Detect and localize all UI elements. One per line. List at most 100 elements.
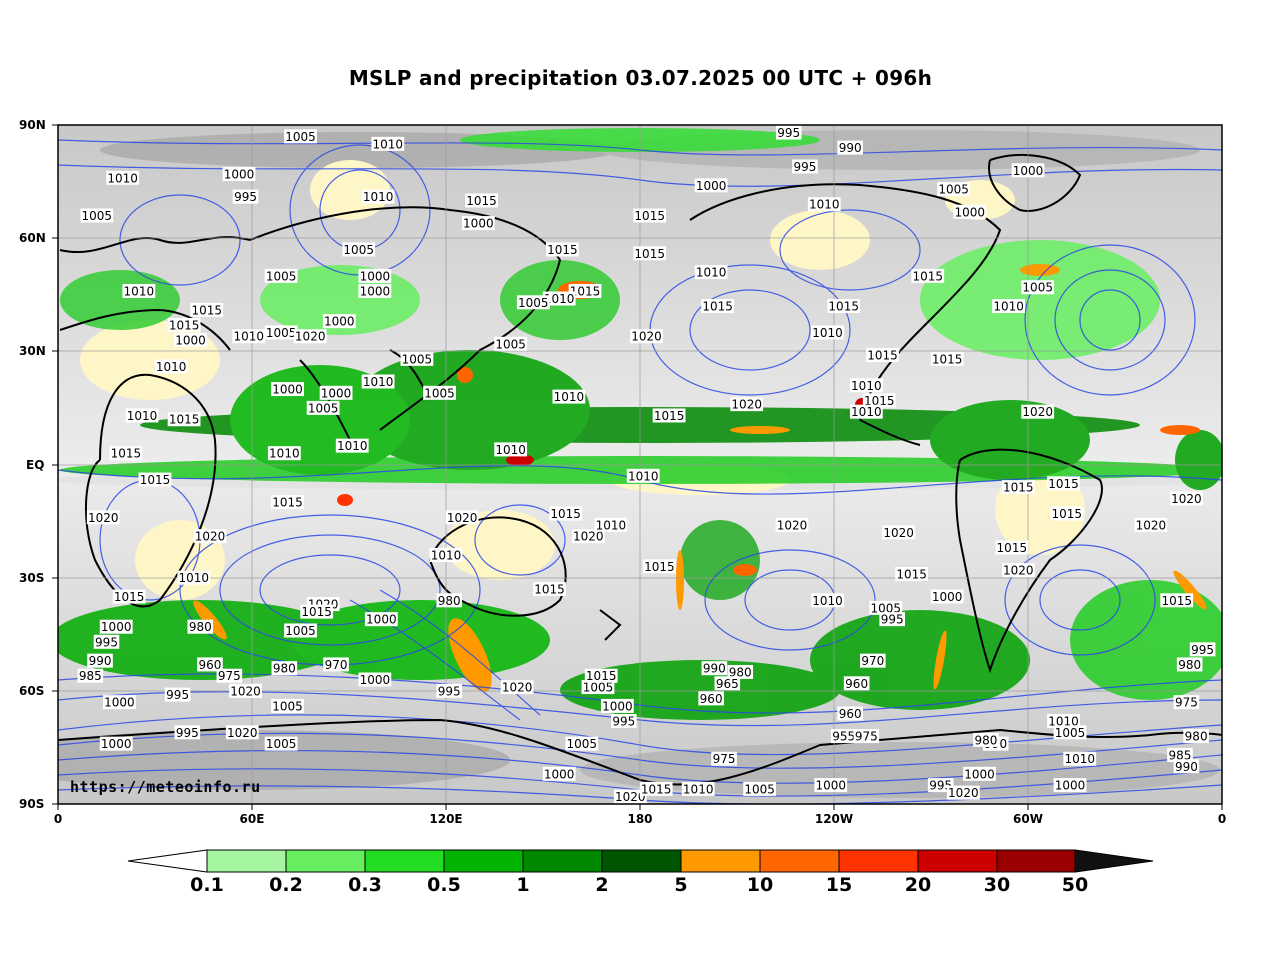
isobar-label-bg (99, 736, 133, 751)
isobar-label-bg (565, 736, 599, 751)
isobar-label: 1005 (266, 326, 297, 340)
isobar-label-bg (1011, 163, 1045, 178)
isobar-label-bg (284, 623, 317, 638)
isobar-label: 1015 (867, 349, 898, 363)
lon-label-0: 0 (53, 812, 63, 826)
isobar-label-bg (232, 189, 259, 204)
isobar-label: 1005 (272, 699, 303, 713)
lon-label-60e: 60E (239, 812, 265, 826)
isobar-label: 1010 (495, 443, 526, 457)
isobar-label: 1020 (227, 726, 258, 740)
isobar-label-bg (461, 216, 495, 231)
colorbar-bin (996, 849, 1076, 873)
isobar-label: 970 (861, 654, 884, 668)
isobar-label: 990 (89, 654, 112, 668)
isobar-label-bg (1160, 593, 1194, 608)
isobar-label-bg (698, 691, 724, 706)
isobar-label-bg (626, 468, 660, 483)
isobar-label-bg (174, 333, 207, 348)
isobar-label-bg (1053, 778, 1087, 793)
isobar-label-bg (1001, 563, 1035, 578)
isobar-label: 1015 (169, 413, 200, 427)
isobar-label: 1015 (466, 194, 497, 208)
isobar-label-bg (167, 317, 201, 332)
isobar-label: 1005 (82, 209, 113, 223)
isobar-label-bg (342, 242, 376, 257)
isobar-label: 965 (716, 677, 739, 691)
isobar-label: 1005 (518, 296, 549, 310)
isobar-label: 995 (612, 715, 635, 729)
isobar-label: 1000 (1013, 164, 1044, 178)
isobar-label-bg (792, 159, 818, 174)
isobar-label-bg (992, 299, 1025, 314)
isobar-label: 1005 (402, 352, 433, 366)
isobar-label: 1005 (285, 130, 316, 144)
isobar-label: 1015 (586, 669, 617, 683)
isobar-label-bg (827, 299, 861, 314)
isobar-label: 1000 (324, 315, 355, 329)
isobar-label: 1015 (169, 318, 200, 332)
colorbar-label: 10 (746, 874, 774, 896)
isobar-label-bg (1167, 747, 1193, 762)
isobar-label-bg (549, 506, 583, 521)
isobar-label-bg (694, 178, 728, 193)
isobar-label-bg (465, 193, 498, 208)
isobar-label-bg (973, 732, 999, 747)
isobar-label: 1005 (744, 782, 775, 796)
isobar-label-bg (293, 329, 327, 344)
colorbar-label: 0.2 (269, 874, 303, 896)
isobar-label-bg (99, 619, 133, 634)
isobar-label-bg (80, 208, 114, 223)
isobar-label-bg (849, 378, 883, 393)
isobar-label: 1010 (373, 137, 404, 151)
isobar-label: 1000 (696, 179, 727, 193)
isobar-label: 1010 (269, 447, 300, 461)
isobar-label-bg (1021, 280, 1055, 295)
isobar-label-bg (494, 336, 528, 351)
isobar-label-bg (284, 129, 317, 144)
isobar-label: 1015 (654, 409, 685, 423)
isobar-label-bg (271, 698, 304, 713)
isobar-label: 1015 (301, 605, 332, 619)
isobar-label: 975 (1175, 696, 1198, 710)
isobar-label: 1005 (266, 737, 297, 751)
isobar-label-bg (727, 664, 754, 679)
isobar-label: 995 (1191, 643, 1214, 657)
isobar-label: 1020 (230, 684, 261, 698)
isobar-label: 1000 (366, 613, 397, 627)
isobar-label: 1020 (1022, 405, 1053, 419)
isobar-label-bg (193, 529, 227, 544)
isobar-label: 1000 (224, 168, 255, 182)
isobar-label-bg (445, 510, 479, 525)
isobar-label-bg (843, 676, 870, 691)
isobar-label: 1010 (233, 330, 264, 344)
isobar-label-bg (775, 125, 802, 140)
isobar-label: 1020 (1171, 492, 1202, 506)
isobar-label: 1005 (567, 737, 598, 751)
isobar-label: 960 (845, 677, 868, 691)
isobar-label: 1015 (932, 352, 963, 366)
isobar-label-bg (533, 581, 566, 596)
isobar-label-bg (271, 382, 304, 397)
isobar-label-bg (1063, 751, 1097, 766)
colorbar-bin (759, 849, 840, 873)
isobar-label-bg (613, 789, 647, 804)
chart-title: MSLP and precipitation 03.07.2025 00 UTC… (348, 66, 933, 90)
isobar-label: 1010 (337, 439, 368, 453)
isobar-label-bg (164, 687, 191, 702)
isobar-label: 1015 (1003, 481, 1034, 495)
source-link[interactable]: https://meteoinfo.ru (70, 778, 261, 796)
isobar-label-bg (1050, 506, 1084, 521)
colorbar-label: 15 (825, 874, 853, 896)
isobar-label: 1020 (447, 511, 478, 525)
isobar-label: 1020 (195, 530, 226, 544)
isobar-label: 1015 (1048, 477, 1079, 491)
lat-label-30n: 30N (19, 344, 46, 358)
isobar-label-bg (1173, 759, 1200, 774)
isobar-label: 980 (1178, 658, 1201, 672)
colorbar-label: 0.3 (348, 874, 382, 896)
isobar-label: 1010 (683, 782, 714, 796)
isobar-label: 960 (700, 692, 723, 706)
